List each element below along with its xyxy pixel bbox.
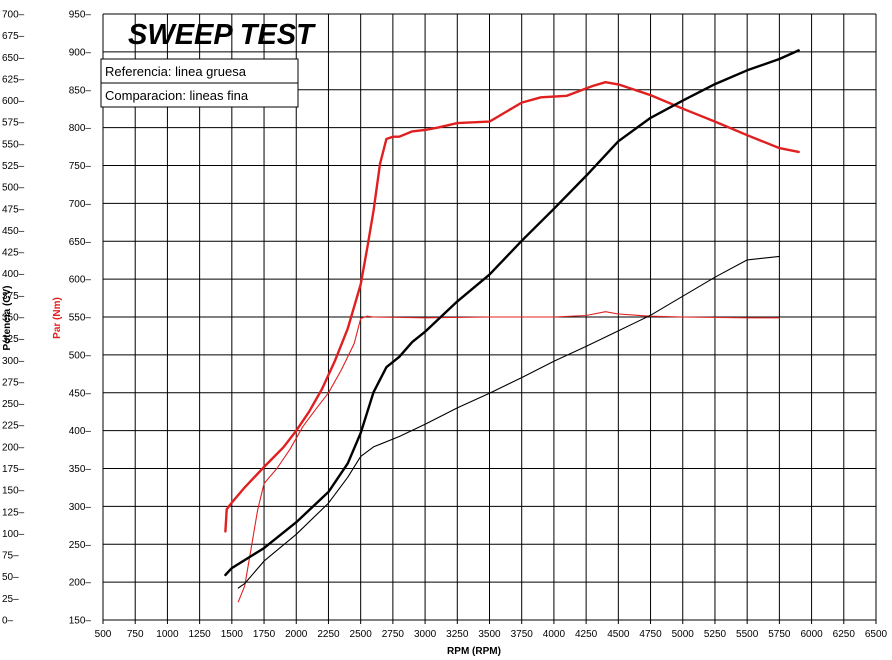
left-tick-label: 650– [2, 53, 25, 64]
right-axis-ticks: 150– 200– 250– 300– 350– 400– 450– 500– 550– 600–… [69, 10, 92, 627]
x-tick-label: 1250 [189, 629, 212, 640]
left-tick-label: 450– [2, 226, 25, 237]
left-tick-label: 575– [2, 118, 25, 129]
x-tick-label: 5250 [704, 629, 727, 640]
x-tick-label: 3750 [511, 629, 534, 640]
left-tick-label: 675– [2, 31, 25, 42]
x-tick-label: 2250 [317, 629, 340, 640]
left-tick-label: 500– [2, 183, 25, 194]
right-tick-label: 500– [69, 350, 92, 361]
left-tick-label: 275– [2, 377, 25, 388]
legend-box: Referencia: linea gruesa Comparacion: li… [100, 58, 299, 108]
left-tick-label: 375– [2, 291, 25, 302]
right-tick-label: 900– [69, 47, 92, 58]
left-tick-label: 475– [2, 204, 25, 215]
right-tick-label: 250– [69, 540, 92, 551]
legend-entry-reference: Referencia: linea gruesa [105, 64, 247, 79]
x-axis-title: RPM (RPM) [447, 646, 501, 657]
x-tick-label: 2500 [350, 629, 373, 640]
x-tick-label: 1000 [156, 629, 179, 640]
left-tick-label: 175– [2, 464, 25, 475]
x-tick-label: 3500 [478, 629, 501, 640]
left-tick-label: 600– [2, 96, 25, 107]
x-tick-label: 6250 [833, 629, 856, 640]
x-tick-label: 4000 [543, 629, 566, 640]
x-tick-label: 5750 [768, 629, 791, 640]
left-tick-label: 700– [2, 10, 25, 21]
right-tick-label: 700– [69, 199, 92, 210]
left-tick-label: 300– [2, 356, 25, 367]
left-tick-label: 550– [2, 139, 25, 150]
left-tick-label: 50– [2, 572, 19, 583]
left-tick-label: 250– [2, 399, 25, 410]
left-tick-label: 525– [2, 161, 25, 172]
right-tick-label: 550– [69, 313, 92, 324]
x-axis-ticks: 500 750 1000 1250 1500 1750 2000 2250 2500 2750 30… [95, 620, 888, 640]
right-tick-label: 600– [69, 275, 92, 286]
x-tick-label: 500 [95, 629, 112, 640]
left-axis-title: Potencia (CV) [2, 285, 13, 350]
right-tick-label: 850– [69, 85, 92, 96]
right-tick-label: 950– [69, 10, 92, 21]
x-tick-label: 750 [127, 629, 144, 640]
x-tick-label: 4500 [607, 629, 630, 640]
x-tick-label: 5500 [736, 629, 759, 640]
chart-title: SWEEP TEST [128, 19, 316, 51]
x-tick-label: 6000 [800, 629, 823, 640]
x-tick-label: 2000 [285, 629, 308, 640]
right-tick-label: 750– [69, 161, 92, 172]
right-axis-title: Par (Nm) [52, 297, 63, 339]
left-tick-label: 0– [2, 616, 14, 627]
left-tick-label: 400– [2, 269, 25, 280]
x-tick-label: 1750 [253, 629, 276, 640]
left-tick-label: 150– [2, 486, 25, 497]
left-tick-label: 25– [2, 594, 19, 605]
left-tick-label: 100– [2, 529, 25, 540]
right-tick-label: 800– [69, 123, 92, 134]
left-tick-label: 75– [2, 551, 19, 562]
series-line-par-referencia [224, 80, 800, 533]
legend-entry-comparison: Comparacion: lineas fina [105, 88, 249, 103]
right-tick-label: 350– [69, 464, 92, 475]
left-tick-label: 125– [2, 507, 25, 518]
right-tick-label: 650– [69, 237, 92, 248]
left-tick-label: 425– [2, 248, 25, 259]
x-tick-label: 4750 [639, 629, 662, 640]
right-tick-label: 150– [69, 616, 92, 627]
x-tick-label: 4250 [575, 629, 598, 640]
left-tick-label: 325– [2, 334, 25, 345]
x-tick-label: 5000 [672, 629, 695, 640]
right-tick-label: 200– [69, 578, 92, 589]
left-tick-label: 350– [2, 313, 25, 324]
series-layer [224, 49, 800, 603]
x-tick-label: 3250 [446, 629, 469, 640]
x-tick-label: 3000 [414, 629, 437, 640]
series-line-potencia-referencia [224, 49, 800, 577]
left-tick-label: 200– [2, 442, 25, 453]
right-tick-label: 450– [69, 388, 92, 399]
left-tick-label: 225– [2, 421, 25, 432]
x-tick-label: 6500 [865, 629, 888, 640]
right-tick-label: 300– [69, 502, 92, 513]
series-line-potencia-comparacion [237, 255, 780, 589]
left-tick-label: 625– [2, 74, 25, 85]
left-axis-ticks: 0– 25– 50– 75– 100– 125– 150– 175– 200– 225– 250– 2… [2, 10, 25, 627]
series-line-par-comparacion [237, 311, 780, 603]
x-tick-label: 2750 [382, 629, 405, 640]
x-tick-label: 1500 [221, 629, 244, 640]
right-tick-label: 400– [69, 426, 92, 437]
